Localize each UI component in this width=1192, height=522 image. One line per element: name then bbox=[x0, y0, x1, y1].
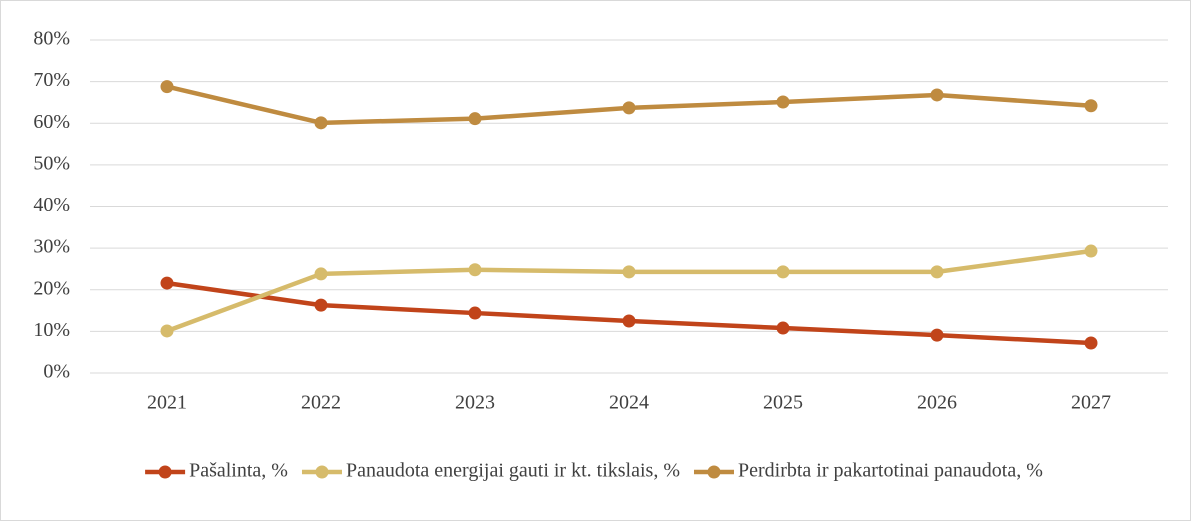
data-point bbox=[160, 324, 174, 338]
legend-marker bbox=[315, 465, 329, 479]
legend-marker bbox=[158, 465, 172, 479]
data-point bbox=[930, 265, 944, 279]
legend-label: Panaudota energijai gauti ir kt. tikslai… bbox=[346, 460, 680, 482]
x-tick-label: 2022 bbox=[301, 392, 341, 414]
data-point bbox=[314, 116, 328, 130]
y-tick-label: 40% bbox=[33, 194, 70, 216]
y-tick-label: 50% bbox=[33, 152, 70, 174]
data-point bbox=[468, 112, 482, 126]
data-point bbox=[622, 265, 636, 279]
data-point bbox=[776, 95, 790, 109]
y-tick-label: 80% bbox=[33, 28, 70, 50]
legend-label: Pašalinta, % bbox=[189, 460, 288, 482]
data-point bbox=[930, 328, 944, 342]
x-tick-label: 2023 bbox=[455, 392, 495, 414]
x-tick-label: 2025 bbox=[763, 392, 803, 414]
x-tick-label: 2024 bbox=[609, 392, 649, 414]
data-point bbox=[468, 263, 482, 277]
y-tick-label: 10% bbox=[33, 319, 70, 341]
x-tick-label: 2027 bbox=[1071, 392, 1111, 414]
data-point bbox=[1084, 99, 1098, 113]
data-point bbox=[776, 265, 790, 279]
y-tick-label: 20% bbox=[33, 277, 70, 299]
y-tick-label: 60% bbox=[33, 111, 70, 133]
data-point bbox=[160, 276, 174, 290]
data-point bbox=[314, 267, 328, 281]
data-point bbox=[622, 101, 636, 115]
x-tick-label: 2026 bbox=[917, 392, 957, 414]
y-tick-label: 70% bbox=[33, 69, 70, 91]
data-point bbox=[930, 88, 944, 102]
data-point bbox=[622, 314, 636, 328]
data-point bbox=[314, 298, 328, 312]
data-point bbox=[468, 306, 482, 320]
legend-marker bbox=[707, 465, 721, 479]
y-tick-label: 0% bbox=[43, 361, 70, 383]
data-point bbox=[1084, 244, 1098, 258]
x-tick-label: 2021 bbox=[147, 392, 187, 414]
legend-label: Perdirbta ir pakartotinai panaudota, % bbox=[738, 460, 1043, 482]
data-point bbox=[160, 80, 174, 94]
data-point bbox=[1084, 336, 1098, 350]
data-point bbox=[776, 321, 790, 335]
y-tick-label: 30% bbox=[33, 236, 70, 258]
